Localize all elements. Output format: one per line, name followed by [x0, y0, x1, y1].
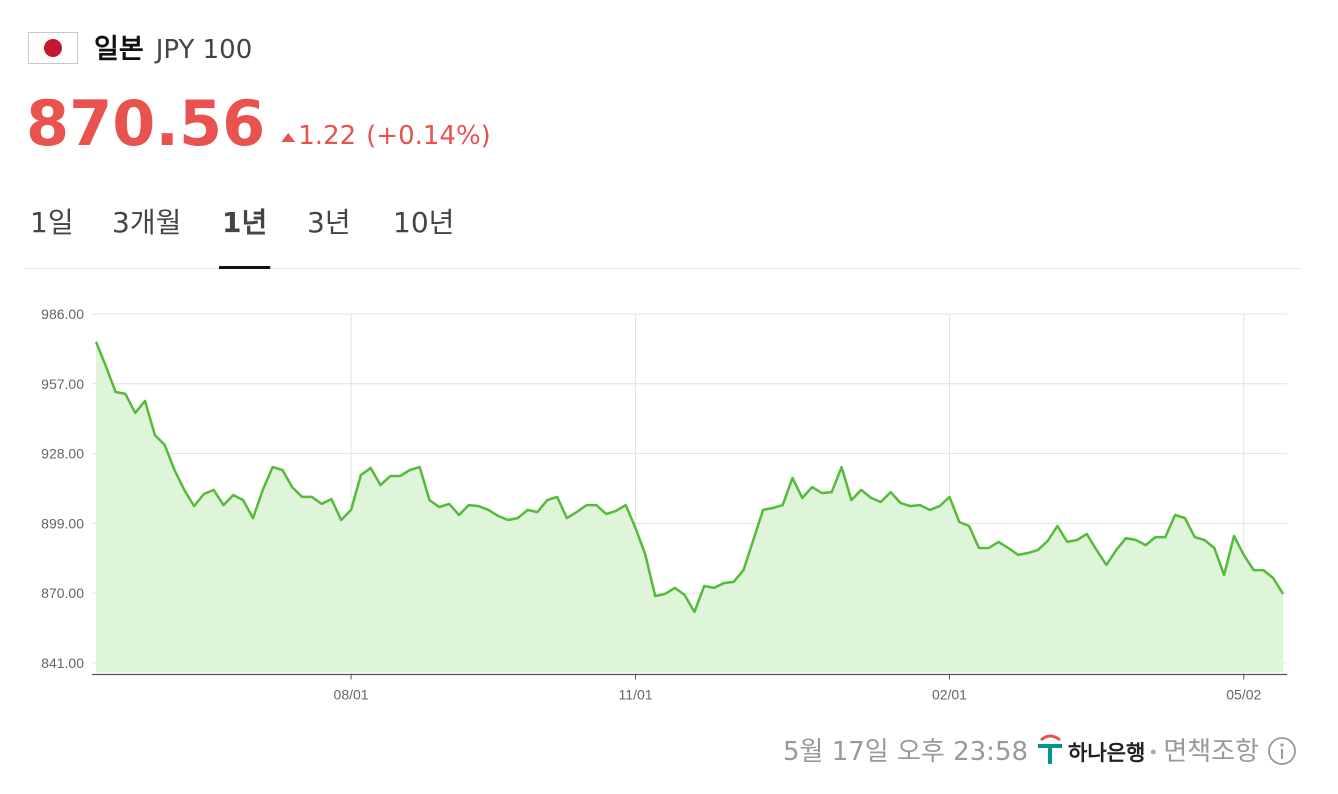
chart: 841.00 870.00 899.00 928.00 957.00 986.00 08/0… [41, 306, 1287, 703]
change: 1.22 [298, 121, 356, 151]
x-tick-label: 05/02 [1226, 687, 1261, 703]
y-tick-label: 899.00 [41, 515, 84, 531]
tab[interactable]: 10년 [393, 206, 454, 239]
country: 일본 [94, 34, 144, 65]
area [96, 341, 1283, 673]
currency: JPY 100 [154, 35, 253, 65]
x-tick-label: 11/01 [619, 687, 653, 703]
y-tick-label: 870.00 [41, 585, 84, 601]
y-tick-label: 928.00 [41, 446, 84, 462]
tab-underline [219, 266, 271, 269]
timestamp: 5월 17일 오후 23:58 [783, 737, 1028, 767]
info-icon[interactable] [1268, 737, 1296, 765]
tab[interactable]: 3년 [307, 206, 351, 239]
x-tick-label: 08/01 [334, 687, 369, 703]
separator [1150, 749, 1156, 755]
y-tick-label: 841.00 [41, 655, 84, 671]
tab[interactable]: 3개월 [112, 206, 181, 239]
up-arrow [281, 133, 296, 142]
disclaimer[interactable]: 면책조항 [1163, 737, 1259, 767]
x-tick-label: 02/01 [932, 687, 967, 703]
price: 870.56 [26, 87, 265, 160]
tab[interactable]: 1일 [30, 206, 74, 239]
bank-logo [1038, 734, 1063, 764]
change-percent: (+0.14%) [366, 121, 491, 151]
y-tick-label: 957.00 [41, 376, 84, 392]
tab[interactable]: 1년 [222, 206, 267, 239]
flag-circle [44, 39, 62, 57]
bank: 하나은행 [1068, 741, 1145, 765]
y-tick-label: 986.00 [41, 306, 84, 322]
line [94, 341, 1285, 614]
footer: 5월 17일 오후 23:58 하나은행 면책조항 [783, 734, 1296, 767]
